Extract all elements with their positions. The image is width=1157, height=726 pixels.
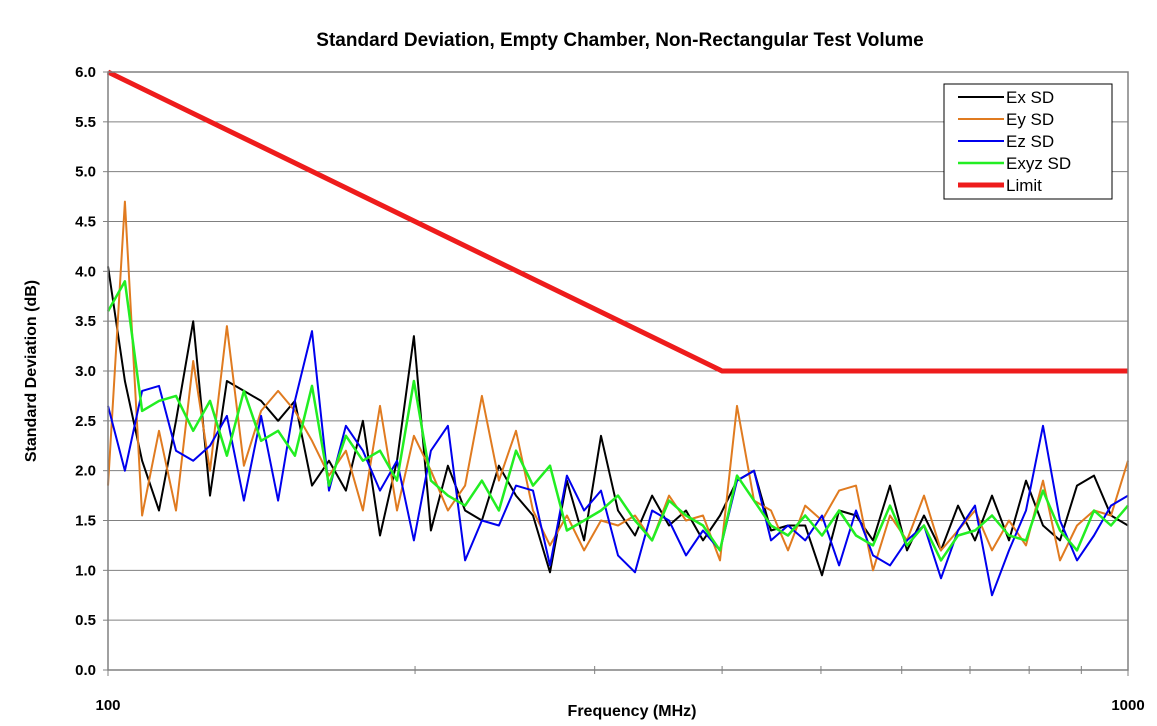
y-tick-label: 3.5 (75, 313, 96, 330)
y-tick-label: 0.5 (75, 612, 96, 629)
plot-lines (106, 69, 1129, 597)
y-tick-label: 0.0 (75, 662, 96, 679)
series-line (106, 280, 1129, 562)
series-line (107, 266, 1129, 577)
series-line (107, 330, 1129, 597)
plot-frame (107, 71, 1129, 671)
legend-label: Ez SD (1006, 132, 1054, 151)
y-tick-label: 1.0 (75, 562, 96, 579)
y-tick-label: 2.0 (75, 463, 96, 480)
legend-label: Limit (1006, 176, 1042, 195)
legend-label: Exyz SD (1006, 154, 1071, 173)
chart-title: Standard Deviation, Empty Chamber, Non-R… (316, 30, 923, 51)
x-tick-label: 100 (95, 697, 120, 714)
x-tick-label: 1000 (1111, 697, 1144, 714)
y-tick-label: 4.5 (75, 214, 96, 231)
y-tick-label: 3.0 (75, 363, 96, 380)
y-axis-label: Standard Deviation (dB) (23, 280, 40, 462)
grid: 0.0 0.5 1.0 1.5 2.0 2.5 3.0 3.5 4.0 4.5 5.0 5.5 6.0 1… (75, 64, 1145, 714)
legend-label: Ey SD (1006, 110, 1054, 129)
legend-label: Ex SD (1006, 88, 1054, 107)
y-tick-label: 4.0 (75, 263, 96, 280)
x-axis-label: Frequency (MHz) (568, 703, 697, 720)
y-tick-label: 5.5 (75, 114, 96, 131)
y-tick-label: 6.0 (75, 64, 96, 81)
y-tick-label: 1.5 (75, 513, 96, 530)
y-tick-label: 5.0 (75, 164, 96, 181)
series-line (106, 69, 1128, 374)
legend: Ex SD Ey SD Ez SD Exyz SD Limit (943, 83, 1113, 200)
y-tick-label: 2.5 (75, 413, 96, 430)
